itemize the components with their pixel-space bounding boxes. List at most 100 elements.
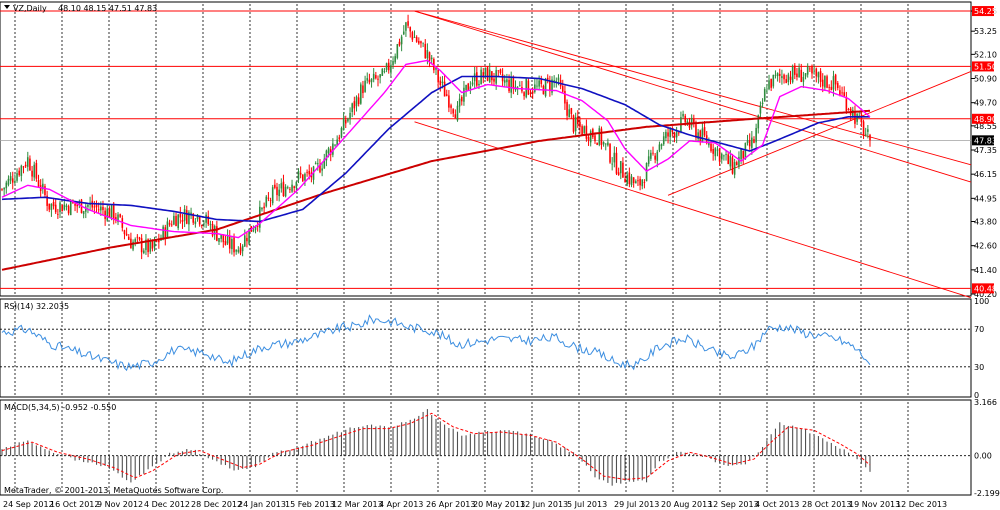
candle-body	[596, 142, 598, 145]
candle-body	[723, 155, 725, 157]
candle-body	[611, 163, 613, 165]
sma-long-line	[1, 109, 871, 271]
candle-body	[740, 148, 742, 160]
candle-body	[63, 204, 66, 210]
candle-body	[327, 148, 330, 154]
candle-body	[102, 206, 104, 211]
candle-body	[772, 74, 775, 87]
candle-body	[282, 181, 285, 197]
candle-body	[512, 77, 515, 89]
candle-body	[510, 78, 512, 93]
candle-body	[97, 209, 100, 211]
date-tick-label: 16 Oct 2012	[50, 500, 99, 509]
rsi-panel[interactable]: 100 70 30 0 RSI(14) 32.2035	[0, 297, 989, 400]
candle-body	[650, 152, 652, 159]
candle-body	[387, 62, 390, 71]
price-tick-label: 53.25	[974, 27, 997, 36]
candle-body	[22, 166, 25, 168]
candle-body	[568, 109, 571, 118]
candle-body	[344, 119, 347, 124]
candle-body	[677, 132, 680, 134]
candle-body	[132, 241, 134, 250]
candle-body	[385, 63, 388, 70]
candle-body	[353, 101, 356, 109]
candle-body	[667, 132, 669, 137]
candle-body	[690, 117, 693, 126]
candle-body	[460, 96, 463, 102]
candle-body	[269, 199, 272, 201]
candle-body	[817, 72, 820, 78]
candle-body	[602, 142, 605, 145]
candle-body	[368, 79, 371, 83]
candle-body	[295, 181, 298, 188]
candle-body	[411, 32, 414, 40]
date-tick-label: 4 Dec 2012	[144, 500, 190, 509]
date-tick-label: 19 Nov 2013	[849, 500, 900, 509]
candle-body	[587, 137, 590, 141]
candle-body	[832, 76, 835, 90]
price-tick-label: 44.95	[974, 194, 997, 203]
price-tick-label: 52.10	[974, 50, 997, 59]
candle-body	[785, 79, 788, 83]
candle-body	[654, 155, 656, 160]
candle-body	[203, 223, 205, 225]
candle-body	[708, 142, 710, 146]
rsi-axis: 100 70 30 0	[974, 297, 989, 400]
candle-body	[366, 78, 369, 81]
candle-body	[271, 187, 274, 204]
candle-body	[297, 171, 300, 180]
candle-body	[379, 74, 381, 78]
candle-body	[860, 114, 863, 123]
price-panel[interactable]: 54.25 53.25 52.10 50.90 49.70 48.55 47.35 46.15…	[0, 1, 997, 299]
rsi-grid	[0, 301, 971, 395]
candle-body	[484, 67, 487, 76]
candle-body	[190, 212, 192, 215]
candle-body	[858, 115, 861, 117]
candle-body	[789, 76, 792, 80]
candle-body	[237, 249, 240, 252]
rsi-polyline	[1, 314, 871, 372]
candle-body	[286, 187, 289, 189]
macd-grid	[0, 402, 971, 493]
candle-body	[738, 156, 740, 167]
candle-body	[3, 187, 5, 190]
candle-body	[82, 211, 85, 215]
candle-body	[11, 178, 14, 183]
channel-line	[414, 10, 972, 183]
date-tick-label: 4 Oct 2013	[755, 500, 799, 509]
candle-body	[334, 144, 336, 146]
candle-body	[452, 109, 454, 114]
candle-body	[284, 186, 287, 197]
price-tick-label: 50.90	[974, 75, 997, 84]
candle-body	[473, 73, 476, 82]
macd-panel[interactable]: 3.166 0.00 -2.199 MACD(5,34,5) -0.952 -0.5…	[0, 398, 1000, 498]
candle-body	[783, 74, 785, 80]
candle-body	[20, 165, 23, 176]
dropdown-arrow-icon[interactable]	[4, 5, 10, 9]
candle-body	[405, 22, 407, 31]
rsi-line	[1, 314, 871, 372]
candle-body	[280, 183, 283, 189]
candle-body	[763, 89, 766, 102]
candle-body	[46, 195, 48, 206]
candle-body	[448, 95, 450, 108]
candle-body	[639, 178, 641, 186]
candle-body	[308, 170, 311, 175]
candle-body	[729, 155, 732, 167]
candle-body	[787, 74, 790, 83]
candle-body	[751, 137, 753, 148]
candle-body	[660, 144, 663, 147]
macd-axis: 3.166 0.00 -2.199	[974, 398, 1000, 498]
candle-body	[757, 115, 760, 129]
candle-body	[383, 71, 386, 73]
candle-body	[710, 143, 712, 152]
candle-body	[325, 150, 328, 161]
candle-body	[301, 174, 304, 182]
candle-body	[33, 164, 36, 178]
candle-body	[304, 173, 306, 181]
candle-body	[372, 73, 375, 80]
candle-body	[572, 115, 575, 132]
candle-body	[714, 148, 717, 157]
candle-body	[862, 121, 865, 137]
